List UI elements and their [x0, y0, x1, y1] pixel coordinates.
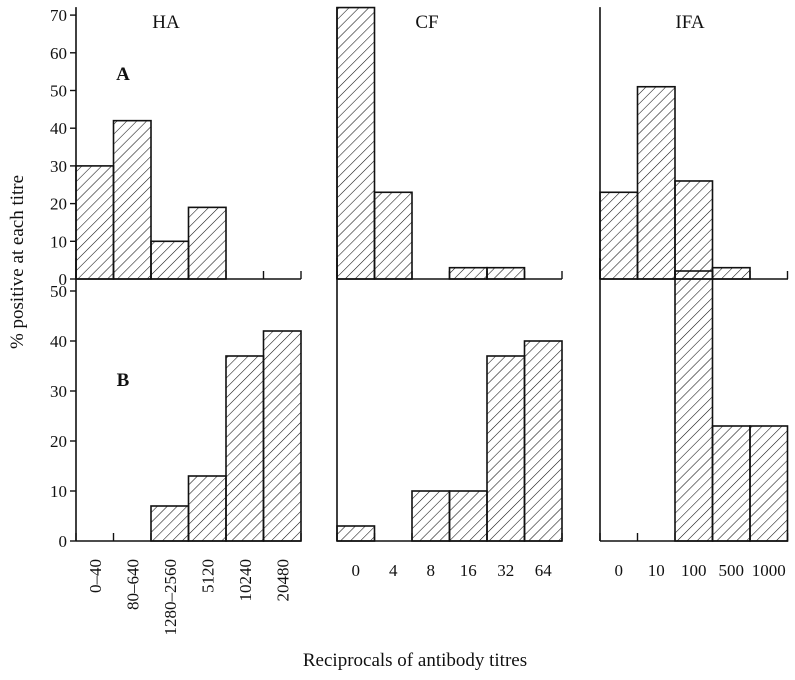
bar-ifa-b-3 — [711, 425, 751, 542]
x-tick-label: 10240 — [236, 559, 255, 602]
x-tick-label: 1280–2560 — [161, 559, 180, 636]
y-tick-label: 60 — [50, 44, 67, 63]
y-tick-label: 40 — [50, 119, 67, 138]
x-tick-label: 0–40 — [86, 559, 105, 593]
y-tick-label: 20 — [50, 432, 67, 451]
bar-cf-a-3 — [448, 266, 488, 280]
bar-ha-b-3 — [187, 475, 227, 542]
x-tick-label: 8 — [427, 561, 436, 580]
panel-title: CF — [415, 12, 438, 33]
bar-cf-b-3 — [448, 490, 488, 542]
x-tick-label: 64 — [535, 561, 553, 580]
bar-ifa-a-0 — [599, 191, 639, 280]
bar-ha-b-4 — [225, 355, 265, 542]
y-tick-label: 0 — [59, 532, 68, 551]
bar-ha-a-3 — [187, 206, 227, 280]
x-tick-label: 32 — [497, 561, 514, 580]
bar-ha-a-1 — [112, 119, 152, 280]
x-tick-label: 4 — [389, 561, 398, 580]
x-tick-label: 16 — [460, 561, 477, 580]
y-tick-label: 40 — [50, 332, 67, 351]
row-letter: B — [117, 370, 130, 391]
panel-cf-b: 0 4 8 16 32 64 — [336, 258, 563, 580]
y-tick-label: 10 — [50, 232, 67, 251]
bar-ha-b-2 — [150, 505, 190, 542]
panel-ifa-b: 0 10 100 500 1000 — [599, 258, 789, 580]
y-axis-title: % positive at each titre — [7, 175, 28, 349]
bar-cf-a-4 — [486, 266, 526, 280]
bar-ha-a-2 — [150, 240, 190, 280]
x-tick-label: 500 — [719, 561, 745, 580]
x-tick-label: 1000 — [752, 561, 786, 580]
bar-ifa-a-3 — [711, 266, 751, 280]
bar-ifa-b-4 — [749, 425, 789, 542]
panel-title: HA — [152, 12, 180, 33]
bar-cf-b-0 — [336, 525, 376, 542]
y-tick-label: 30 — [50, 157, 67, 176]
x-tick-label: 0 — [352, 561, 361, 580]
y-tick-label: 50 — [50, 282, 67, 301]
bar-ha-b-5 — [262, 330, 302, 542]
panel-cf-a: CF — [336, 6, 563, 280]
bar-ifa-b-2 — [674, 270, 714, 542]
panel-ifa-a: IFA — [599, 7, 789, 280]
y-tick-label: 30 — [50, 382, 67, 401]
bar-cf-a-0 — [336, 6, 376, 280]
x-tick-label: 10 — [648, 561, 665, 580]
y-tick-label: 70 — [50, 6, 67, 25]
x-tick-label: 80–640 — [123, 559, 142, 610]
y-tick-label: 0 — [59, 270, 68, 289]
bar-cf-b-5 — [523, 340, 563, 542]
x-tick-label: 0 — [615, 561, 624, 580]
x-tick-label: 20480 — [273, 559, 292, 602]
bar-ifa-a-2 — [674, 180, 714, 280]
bar-cf-a-1 — [373, 191, 413, 280]
bar-ha-a-0 — [75, 165, 115, 280]
x-tick-label: 100 — [681, 561, 707, 580]
x-tick-label: 5120 — [198, 559, 217, 593]
row-letter: A — [116, 64, 130, 85]
bar-ifa-a-1 — [636, 85, 676, 280]
panel-title: IFA — [675, 12, 704, 33]
bar-cf-b-4 — [486, 355, 526, 542]
bar-cf-b-2 — [411, 490, 451, 542]
panel-ha-b: 0 10 20 30 40 50 0–40 80–640 1280–2560 5120 10240 2… — [50, 258, 302, 636]
panel-ha-a: 0 10 20 30 40 50 60 70 HA A — [50, 6, 302, 289]
y-tick-label: 10 — [50, 482, 67, 501]
y-tick-label: 50 — [50, 82, 67, 101]
x-axis-title: Reciprocals of antibody titres — [303, 650, 527, 671]
y-tick-label: 20 — [50, 195, 67, 214]
